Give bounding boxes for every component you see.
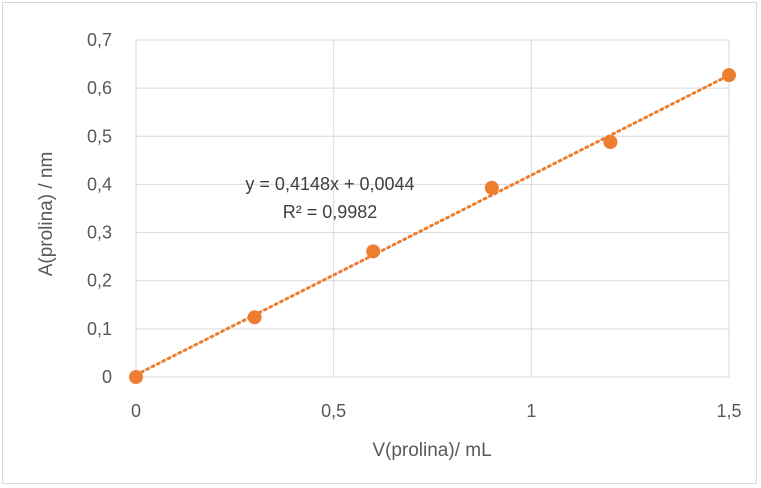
data-point (247, 310, 262, 325)
data-point (366, 244, 381, 259)
x-tick-label: 1 (526, 401, 536, 421)
y-tick-label: 0,2 (87, 271, 112, 291)
x-axis-title: V(prolina)/ mL (372, 440, 491, 461)
trendline (134, 73, 731, 377)
gridlines (135, 39, 730, 378)
data-point (129, 370, 143, 384)
data-points (129, 68, 736, 384)
trendline-equation: y = 0,4148x + 0,0044 (245, 174, 414, 194)
data-point (603, 135, 618, 150)
data-point (722, 68, 736, 83)
y-tick-label: 0,4 (87, 174, 112, 194)
y-tick-label: 0,7 (87, 30, 112, 50)
y-tick-label: 0,3 (87, 223, 112, 243)
x-axis-ticks: 0 0,5 1 1,5 (131, 401, 742, 421)
trendline-group (134, 73, 731, 377)
chart-area (2, 2, 757, 484)
y-tick-label: 0,6 (87, 78, 112, 98)
y-tick-label: 0 (102, 367, 112, 387)
x-tick-label: 1,5 (716, 401, 741, 421)
y-axis-ticks: 0 0,1 0,2 0,3 0,4 0,5 0,6 0,7 (87, 30, 112, 387)
data-point (484, 180, 499, 195)
y-axis-title: A(prolina) / nm (36, 152, 57, 277)
x-tick-label: 0 (131, 401, 141, 421)
x-tick-label: 0,5 (321, 401, 346, 421)
y-tick-label: 0,1 (87, 319, 112, 339)
y-tick-label: 0,5 (87, 126, 112, 146)
r-squared-label: R² = 0,9982 (283, 202, 378, 222)
